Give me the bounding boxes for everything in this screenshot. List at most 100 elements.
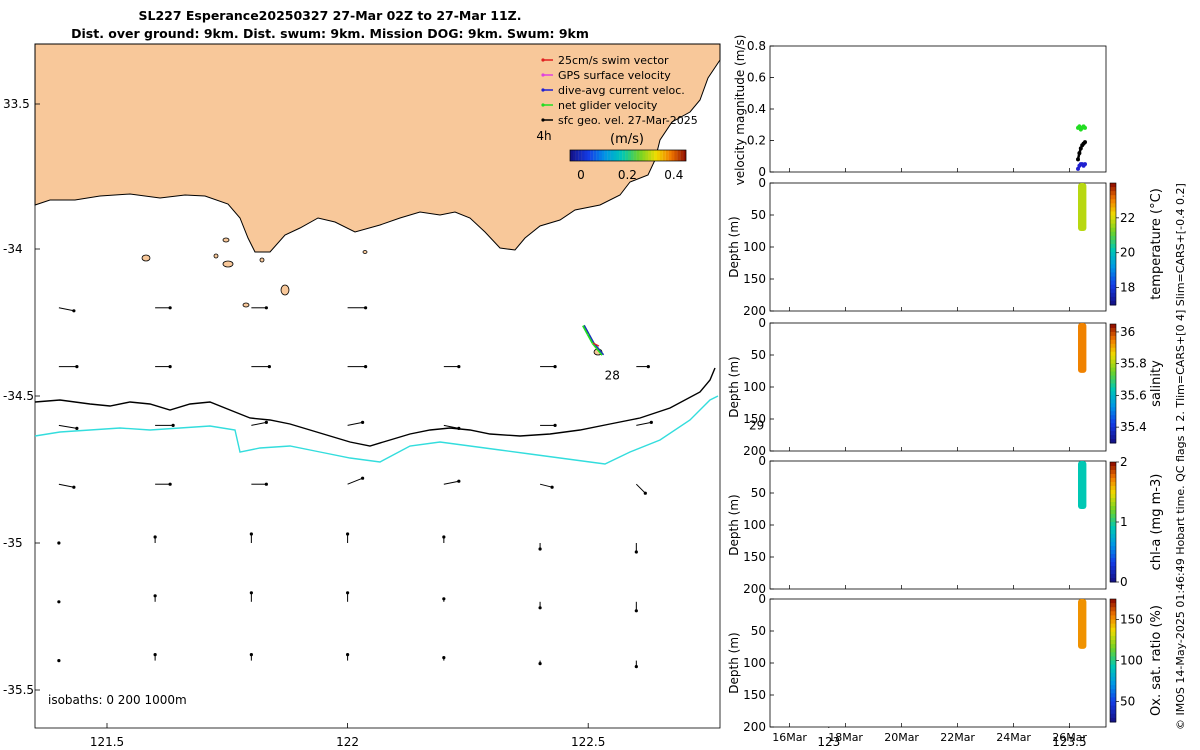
colorbar-cell [1110,478,1116,483]
depth-ytick-label: 150 [743,688,766,702]
current-vector-head [72,309,76,313]
colorbar-cell [1110,538,1116,543]
depth-ytick-label: 0 [758,592,766,606]
current-vector [347,477,363,485]
speed-colorbar-cell [587,150,591,161]
colorbar-cell [1110,494,1116,499]
current-vector-head [457,426,461,430]
depth-ytick-label: 50 [751,624,766,638]
time-xtick-label: 26Mar [1052,731,1087,744]
colorbar-cell [1110,697,1116,702]
colorbar-cell [1110,685,1116,690]
current-vector [58,424,77,429]
colorbar-cell [1110,300,1116,306]
colorbar-cell [1110,672,1116,678]
colorbar-tick-label: 20 [1120,246,1135,260]
velocity-ytick-label: 0.4 [747,102,766,116]
colorbar-cell [1110,534,1116,539]
current-vector-head [153,535,157,539]
depth-ylabel: Depth (m) [727,216,741,277]
colorbar-tick-label: 35.8 [1120,357,1147,371]
colorbar-label: salinity [1149,360,1164,407]
time-scale-label: 4h [536,129,551,143]
colorbar-label: Ox. sat. ratio (%) [1149,605,1164,716]
colorbar-cell [1110,574,1116,579]
colorbar-cell [1110,276,1116,282]
colorbar-cell [1110,474,1116,479]
colorbar-cell [1110,498,1116,503]
colorbar-cell [1110,191,1116,196]
current-vector-head [538,662,542,666]
island [141,254,151,262]
colorbar-cell [1110,207,1116,212]
colorbar-cell [1110,435,1116,440]
current-vector-head [249,653,253,657]
colorbar-cell [1110,419,1116,424]
colorbar-cell [1110,701,1116,707]
speed-colorbar-cell [659,150,663,161]
current-vector-head [442,535,446,539]
colorbar-cell [1110,689,1116,694]
map-ytick-label: -35 [3,536,23,550]
colorbar-cell [1110,284,1116,290]
speed-colorbar-cell [654,150,658,161]
colorbar-tick-label: 0 [1120,575,1128,589]
velocity-point [1083,140,1087,145]
speed-colorbar-cell [616,150,620,161]
depth-ytick-label: 100 [743,240,766,254]
speed-colorbar-cell [607,150,611,161]
current-vector [58,483,74,488]
time-xtick-label: 22Mar [940,731,975,744]
current-vector-head [346,653,350,657]
glider-dive-segment [588,333,595,344]
speed-colorbar-cell [657,150,660,161]
current-vector-head [364,306,368,310]
colorbar-cell [1110,648,1116,653]
colorbar-tick-label: 35.6 [1120,388,1147,402]
colorbar-label: chl-a (mg m-3) [1149,474,1164,571]
current-vector-head [442,597,446,601]
colorbar-cell [1110,248,1116,253]
depth-ytick-label: 50 [751,208,766,222]
map-ytick-label: -34.5 [3,389,34,403]
colorbar-cell [1110,603,1116,608]
isobath-label: 29 [749,418,764,432]
island [213,253,219,259]
colorbar-cell [1110,252,1116,257]
current-vector-head [57,600,61,604]
depth-ylabel: Depth (m) [727,632,741,693]
current-vector-head [57,541,61,545]
colorbar-cell [1110,486,1116,491]
velocity-ytick-label: 0.8 [747,39,766,53]
speed-colorbar-cell [601,150,605,161]
colorbar-cell [1110,231,1116,237]
current-vector-head [457,479,461,483]
colorbar-cell [1110,550,1116,555]
colorbar-tick-label: 36 [1120,325,1135,339]
colorbar-cell [1110,709,1116,715]
current-vector-head [457,365,461,369]
legend-label: net glider velocity [558,99,658,112]
map-xtick-label: 122 [336,735,359,749]
speed-colorbar-cell [593,150,597,161]
profile-patch [1078,461,1087,509]
current-vector-head [249,532,253,536]
map-xtick-label: 123.5 [1052,735,1086,749]
legend-swatch-head [541,118,545,122]
colorbar-tick-label: 100 [1120,654,1143,668]
velocity-ytick-label: 0.6 [747,71,766,85]
depth-ytick-label: 0 [758,316,766,330]
colorbar-cell [1110,351,1116,357]
colorbar-cell [1110,514,1116,519]
colorbar-label: temperature (°C) [1149,188,1164,300]
land-mass [34,43,721,253]
speed-colorbar-label: (m/s) [610,132,644,147]
current-vector-head [442,656,446,660]
side-note: © IMOS 14-May-2025 01:46:49 Hobart time.… [1174,183,1187,730]
colorbar-cell [1110,239,1116,245]
colorbar-cell [1110,640,1116,645]
speed-colorbar-cell [677,150,681,161]
colorbar-cell [1110,199,1116,204]
current-vector-head [264,482,268,486]
